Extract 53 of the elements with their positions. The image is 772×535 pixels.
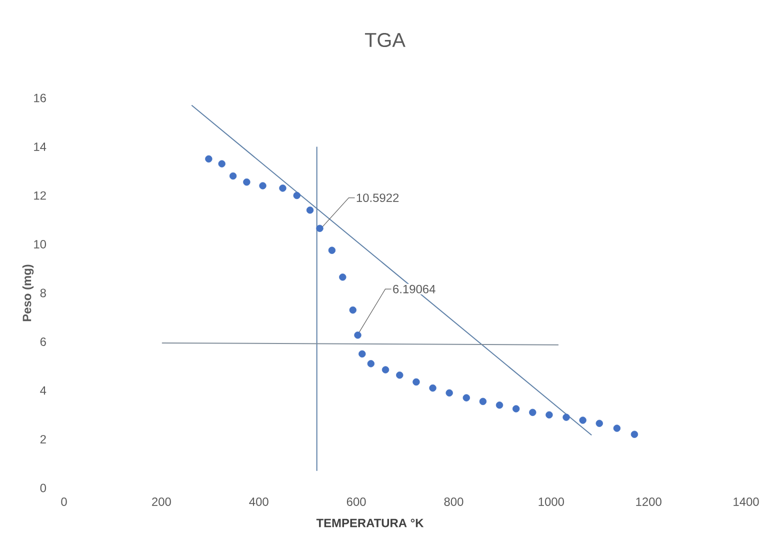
x-tick-label: 1000	[538, 498, 564, 506]
point	[529, 408, 536, 416]
point	[339, 274, 346, 281]
point	[259, 182, 266, 190]
point	[512, 405, 520, 412]
point	[243, 178, 250, 186]
point	[306, 206, 314, 214]
point	[293, 192, 300, 200]
point	[596, 420, 603, 427]
y-tick-label: 6	[40, 338, 46, 346]
x-tick-label: 0	[61, 498, 67, 506]
point	[358, 350, 366, 358]
point	[354, 332, 362, 339]
x-tick-label: 200	[152, 498, 171, 506]
y-tick-label: 16	[34, 94, 46, 102]
point	[279, 184, 286, 192]
y-tick-label: 2	[40, 435, 46, 444]
point	[479, 398, 487, 406]
annotation: 10.5922	[356, 194, 399, 202]
point	[429, 384, 436, 392]
point	[316, 224, 324, 232]
point	[630, 430, 638, 438]
annotation: 6.19064	[393, 284, 436, 294]
point	[446, 389, 453, 397]
x-tick-label: 600	[346, 498, 366, 506]
point	[229, 172, 237, 180]
point	[382, 366, 390, 374]
point	[349, 306, 356, 314]
point	[218, 160, 226, 168]
x-tick-label: 800	[444, 498, 464, 506]
chart-title: TGA	[364, 32, 406, 48]
point	[367, 360, 375, 368]
point	[496, 402, 504, 409]
x-tick-label: 1200	[636, 498, 662, 506]
point	[579, 416, 586, 424]
y-tick-label: 4	[40, 386, 46, 395]
y-tick-label: 12	[34, 191, 46, 200]
point	[462, 394, 470, 402]
y-tick-label: 10	[34, 240, 46, 248]
point	[546, 411, 553, 418]
y-axis-title: Peso (mg)	[22, 264, 34, 322]
point	[562, 414, 570, 421]
point	[412, 378, 420, 386]
point	[396, 372, 404, 379]
x-tick-label: 400	[249, 498, 268, 506]
point	[205, 155, 212, 163]
y-tick-label: 14	[34, 142, 46, 151]
point	[613, 424, 621, 432]
x-axis-title: TEMPERATURA °K	[316, 518, 424, 528]
y-tick-label: 0	[40, 484, 46, 492]
y-tick-label: 8	[40, 288, 46, 298]
x-tick-label: 1400	[734, 498, 759, 506]
point	[328, 246, 336, 254]
